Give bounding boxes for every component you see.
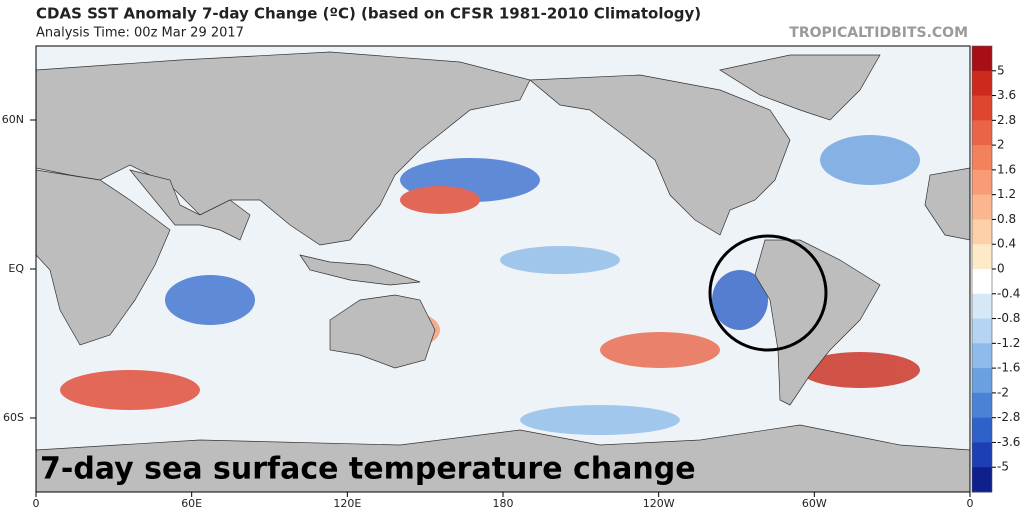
colorbar-label: 3.6 (997, 88, 1016, 102)
colorbar-swatch (972, 145, 992, 171)
colorbar-label: 0 (997, 262, 1005, 276)
map (35, 45, 971, 493)
longitude-label: 60E (181, 497, 202, 510)
colorbar-label: -2.8 (997, 410, 1020, 424)
colorbar-label: 2.8 (997, 113, 1016, 127)
longitude-label: 0 (967, 497, 974, 510)
colorbar-swatch (972, 293, 992, 320)
arabia-india (129, 169, 251, 241)
colorbar-swatch (972, 318, 992, 344)
colorbar-swatch (972, 244, 992, 270)
source: TROPICALTIDBITS.COM (789, 25, 968, 41)
longitude-label: 0 (33, 497, 40, 510)
eurasia (35, 51, 531, 246)
colorbar-swatch (972, 120, 992, 146)
colorbar-swatch (972, 95, 992, 121)
colorbar-label: -1.6 (997, 361, 1020, 375)
colorbar-swatch (972, 70, 992, 97)
colorbar-swatch (972, 194, 992, 220)
australia (329, 294, 436, 369)
north-america (529, 74, 791, 236)
title: CDAS SST Anomaly 7-day Change (ºC) (base… (36, 5, 701, 23)
colorbar-swatch (972, 343, 992, 369)
longitude-labels: 0 60E 120E 180 120W 60W 0 (33, 492, 974, 510)
latitude-label: 60N (2, 113, 24, 126)
longitude-label: 60W (802, 497, 827, 510)
colorbar-label: 1.2 (997, 187, 1016, 201)
colorbar-label: -5 (997, 460, 1009, 474)
highlight-circle (708, 234, 828, 352)
colorbar-label: -2 (997, 385, 1009, 399)
colorbar-swatch (972, 368, 992, 394)
colorbar-swatch (972, 169, 992, 196)
colorbar-label: 1.6 (997, 162, 1016, 176)
africa (35, 169, 171, 346)
colorbar-swatch (972, 442, 992, 468)
colorbar-label: -3.6 (997, 435, 1020, 449)
latitude-labels: 60N EQ 60S (2, 113, 36, 424)
colorbar-label: -1.2 (997, 336, 1020, 350)
caption: 7-day sea surface temperature change (40, 452, 696, 487)
latitude-label: 60S (3, 411, 24, 424)
colorbar-swatch (972, 219, 992, 245)
longitude-label: 180 (493, 497, 514, 510)
colorbar-label: 5 (997, 63, 1005, 77)
colorbar-swatch (972, 269, 992, 295)
colorbar-label: -0.8 (997, 311, 1020, 325)
colorbar-swatch (972, 392, 992, 419)
greenland (719, 54, 881, 121)
colorbar-label: 0.4 (997, 237, 1016, 251)
latitude-label: EQ (8, 262, 24, 275)
colorbar-swatch (972, 417, 992, 443)
longitude-label: 120E (333, 497, 361, 510)
colorbar-swatch (972, 46, 992, 72)
subtitle: Analysis Time: 00z Mar 29 2017 (36, 26, 244, 41)
colorbar-label: 0.8 (997, 212, 1016, 226)
colorbar: 5 3.6 2.8 2 1.6 1.2 0.8 0.4 0 -0.4 -0.8 -1.2 -1.6 -2 -… (971, 45, 1020, 493)
longitude-label: 120W (643, 497, 675, 510)
colorbar-label: 2 (997, 138, 1005, 152)
colorbar-swatch (972, 467, 992, 493)
colorbar-label: -0.4 (997, 286, 1020, 300)
indonesia (299, 254, 421, 286)
